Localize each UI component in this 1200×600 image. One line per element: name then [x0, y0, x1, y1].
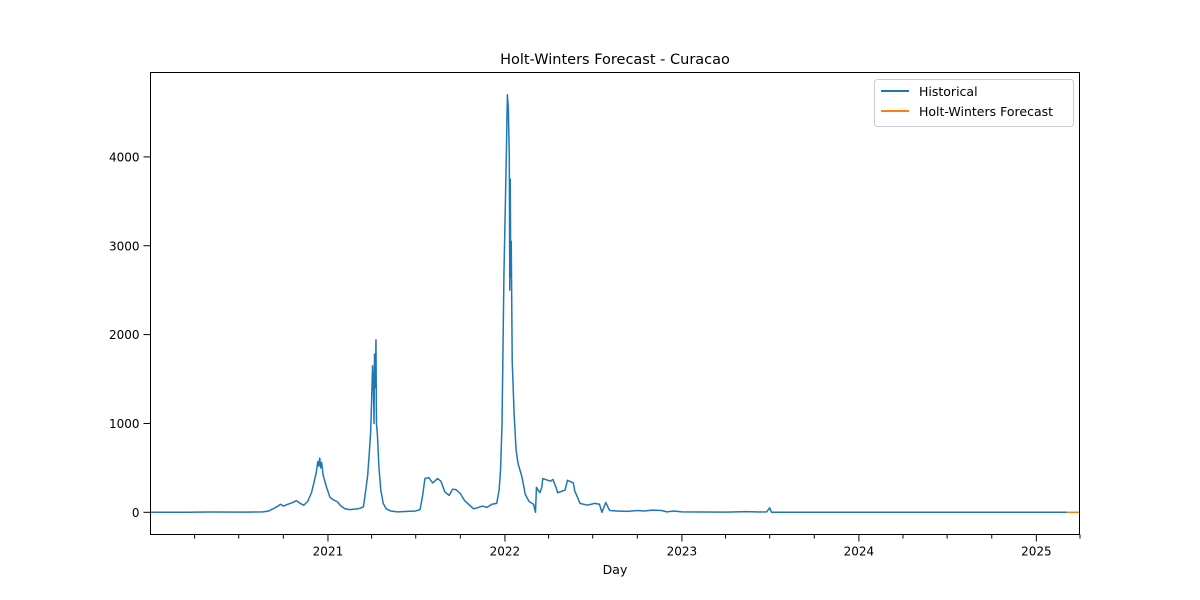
x-axis-label: Day: [603, 562, 628, 577]
y-tick-label: 2000: [109, 328, 140, 342]
legend-historical-label: Historical: [919, 84, 978, 99]
y-tick-label: 4000: [109, 150, 140, 164]
legend-forecast-label: Holt-Winters Forecast: [919, 104, 1053, 119]
x-tick-label: 2021: [313, 545, 344, 559]
y-axis: 0 1000 2000 3000 4000: [109, 150, 151, 520]
x-axis: 2021 2022 2023 2024 2025: [194, 534, 1081, 559]
x-tick-label: 2023: [667, 545, 698, 559]
chart-title: Holt-Winters Forecast - Curacao: [500, 52, 730, 68]
y-tick-label: 0: [132, 506, 140, 520]
x-tick-label: 2025: [1021, 545, 1052, 559]
legend-box: [874, 79, 1074, 127]
plot-frame: [150, 72, 1080, 535]
plot-lines: [150, 93, 1080, 514]
legend: Historical Holt-Winters Forecast: [874, 79, 1074, 127]
y-tick-label: 1000: [109, 417, 140, 431]
x-tick-label: 2022: [490, 545, 521, 559]
y-tick-label: 3000: [109, 239, 140, 253]
x-tick-label: 2024: [844, 545, 875, 559]
series-line-historical: [150, 93, 1067, 514]
